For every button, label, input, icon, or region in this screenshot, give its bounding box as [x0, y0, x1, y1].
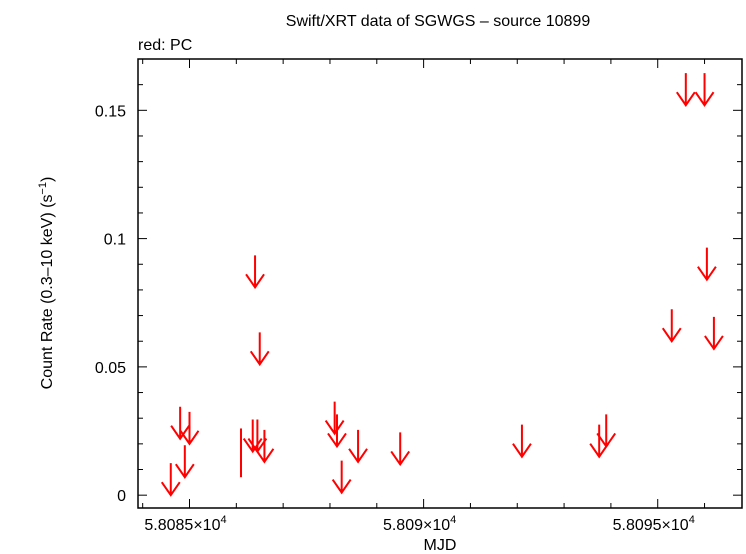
x-tick-label: 5.8085×104: [144, 514, 226, 534]
y-tick-label: 0.05: [95, 360, 126, 377]
y-tick-label: 0: [117, 488, 126, 505]
x-tick-label: 5.8095×104: [613, 514, 695, 534]
upper-limit-arrow: [254, 429, 275, 464]
upper-limit-arrow: [390, 432, 411, 467]
upper-limit-arrow: [348, 429, 368, 464]
upper-limit-arrow: [704, 316, 724, 351]
y-tick-label: 0.1: [104, 232, 126, 249]
upper-limit-arrow: [331, 460, 352, 495]
chart-subtitle: red: PC: [138, 37, 192, 54]
upper-limit-arrow: [512, 424, 532, 459]
upper-limit-arrow: [675, 73, 696, 107]
x-tick-labels: 5.8085×104 5.809×104 5.8095×104: [144, 514, 694, 534]
upper-limit-arrow: [160, 463, 181, 497]
x-tick-label: 5.809×104: [383, 514, 456, 534]
upper-limit-arrow: [327, 414, 347, 449]
upper-limit-arrow: [694, 73, 715, 107]
upper-limit-arrow: [589, 424, 610, 459]
upper-limit-arrow: [697, 247, 717, 282]
data-marks: [160, 73, 724, 497]
upper-limit-arrow: [242, 419, 263, 454]
upper-limit-arrow: [170, 406, 190, 441]
upper-limit-arrow: [179, 411, 200, 446]
chart-title: Swift/XRT data of SGWGS – source 10899: [286, 13, 591, 30]
plot-frame: [137, 58, 743, 509]
upper-limit-arrow: [245, 255, 265, 290]
y-tick-label: 0.15: [95, 103, 126, 120]
upper-limit-arrow: [174, 445, 195, 479]
upper-limit-arrow: [596, 414, 617, 449]
x-axis-label: MJD: [424, 537, 457, 554]
y-tick-labels: 0 0.05 0.1 0.15: [95, 103, 126, 505]
upper-limit-arrow: [324, 401, 345, 436]
upper-limit-arrow: [249, 332, 270, 367]
axis-ticks: [138, 59, 742, 508]
y-axis-label: Count Rate (0.3–10 keV) (s−1): [37, 177, 56, 390]
upper-limit-arrow: [661, 309, 682, 343]
